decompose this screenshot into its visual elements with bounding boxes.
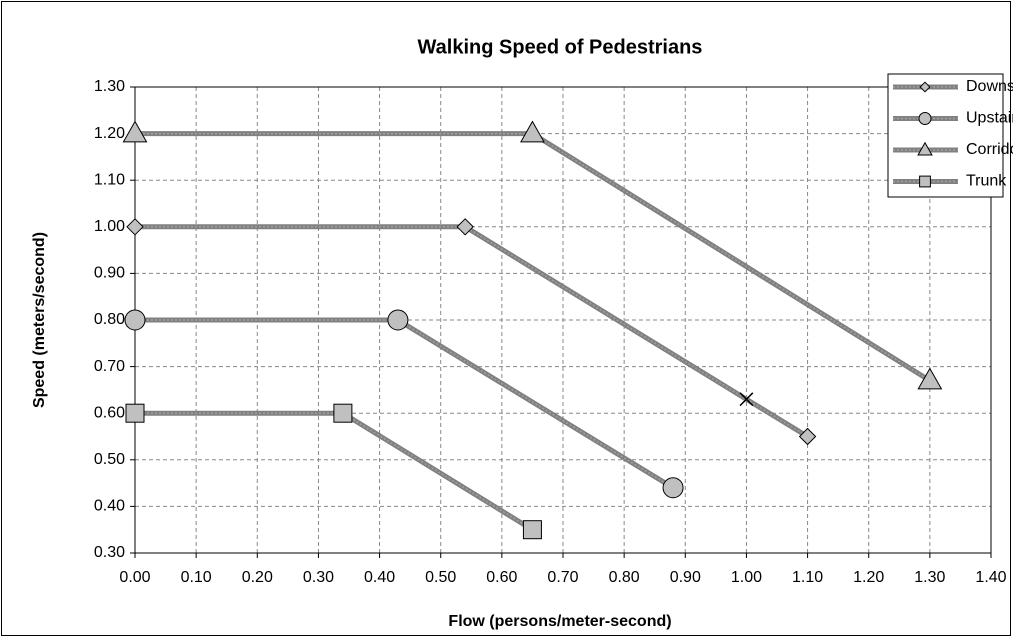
marker [919, 175, 931, 188]
marker [522, 520, 542, 540]
x-tick-label: 1.00 [731, 569, 762, 586]
x-tick-label: 1.10 [792, 569, 823, 586]
legend-label: Upstairs [966, 110, 1013, 127]
marker [126, 218, 144, 236]
x-tick-label: 0.90 [670, 569, 701, 586]
marker [387, 309, 409, 331]
x-tick-label: 0.60 [486, 569, 517, 586]
marker [917, 141, 933, 156]
marker [662, 477, 684, 499]
y-tick-label: 1.10 [94, 171, 125, 188]
y-tick-label: 1.20 [94, 125, 125, 142]
x-tick-label: 0.70 [547, 569, 578, 586]
series-line-stripe [135, 226, 808, 438]
x-tick-label: 0.00 [119, 569, 150, 586]
marker [917, 367, 943, 390]
x-tick-label: 0.40 [364, 569, 395, 586]
x-tick-label: 0.50 [425, 569, 456, 586]
x-tick-label: 1.30 [914, 569, 945, 586]
y-tick-label: 1.30 [94, 78, 125, 95]
marker [739, 392, 754, 407]
marker [918, 112, 932, 125]
x-tick-label: 0.20 [242, 569, 273, 586]
marker [520, 120, 545, 143]
y-tick-label: 0.40 [94, 498, 125, 515]
marker [333, 403, 353, 423]
series-line-stripe [135, 319, 674, 489]
y-tick-label: 1.00 [94, 218, 125, 235]
y-tick-label: 0.60 [94, 404, 125, 421]
marker [798, 427, 817, 446]
x-axis-label: Flow (persons/meter-second) [448, 613, 671, 630]
marker [122, 120, 148, 143]
series-line-stripe [135, 412, 533, 531]
legend-label: Downstairs [966, 78, 1013, 95]
y-tick-label: 0.30 [94, 544, 125, 561]
x-tick-label: 0.30 [303, 569, 334, 586]
y-axis-label: Speed (meters/second) [31, 232, 48, 408]
y-tick-label: 0.70 [94, 358, 125, 375]
y-tick-label: 0.90 [94, 265, 125, 282]
y-tick-label: 0.80 [94, 311, 125, 328]
marker [919, 81, 931, 93]
legend-box [887, 73, 1004, 198]
marker [124, 309, 146, 331]
legend-label: Trunk [966, 173, 1007, 190]
legend-label: Corridors [966, 141, 1013, 158]
y-tick-label: 0.50 [94, 451, 125, 468]
x-tick-label: 1.40 [975, 569, 1006, 586]
chart-title: Walking Speed of Pedestrians [418, 36, 703, 58]
marker [456, 218, 474, 236]
x-tick-label: 0.10 [181, 569, 212, 586]
marker [125, 403, 145, 423]
x-tick-label: 0.80 [609, 569, 640, 586]
x-tick-label: 1.20 [853, 569, 884, 586]
